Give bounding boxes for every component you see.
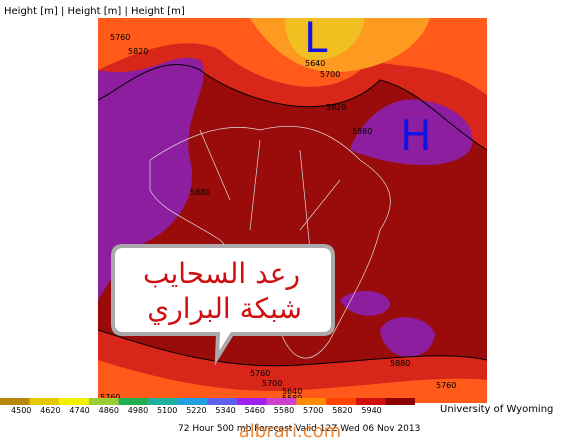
colorbar-label: 4740	[69, 406, 89, 415]
colorbar-label: 5580	[274, 406, 294, 415]
contour-label: 5640	[282, 387, 302, 396]
contour-label: 5760	[100, 393, 120, 402]
colorbar-label: 5340	[215, 406, 235, 415]
colorbar-label: 5460	[245, 406, 265, 415]
header-title: Height [m] | Height [m] | Height [m]	[4, 6, 185, 17]
footer: 72 Hour 500 mb Forecast Valid 12Z Wed 06…	[178, 424, 420, 434]
contour-label: 5880	[190, 188, 210, 197]
contour-label: 5820	[326, 103, 346, 112]
colorbar-label: 4860	[99, 406, 119, 415]
colorbar: 4500 4620 4740 4860 4980 5100 5220 5340 5460 5580…	[0, 398, 415, 415]
colorbar-segment	[385, 398, 415, 405]
colorbar-segment	[207, 398, 238, 405]
colorbar-label: 4980	[128, 406, 148, 415]
colorbar-segment	[296, 398, 327, 405]
contour-label: 5640	[305, 59, 325, 68]
colorbar-label: 4620	[40, 406, 60, 415]
colorbar-label: 5220	[186, 406, 206, 415]
contour-label: 5820	[128, 47, 148, 56]
contour-label: 5880	[352, 127, 372, 136]
callout-line: شبكة البراري	[147, 292, 302, 325]
contour-label: 5700	[262, 379, 282, 388]
contour-label: 5760	[250, 369, 270, 378]
high-marker: H	[400, 111, 432, 160]
colorbar-segment	[88, 398, 119, 405]
colorbar-segment	[266, 398, 297, 405]
callout-line: رعد السحايب	[143, 257, 300, 290]
colorbar-label: 4500	[11, 406, 31, 415]
watermark: albrari.com	[239, 421, 341, 438]
colorbar-segment	[29, 398, 60, 405]
colorbar-segment	[326, 398, 356, 405]
colorbar-segment	[148, 398, 178, 405]
contour-label: 5760	[110, 33, 130, 42]
colorbar-label: 5100	[157, 406, 177, 415]
colorbar-segment	[0, 398, 30, 405]
colorbar-segment	[118, 398, 149, 405]
contour-label: 5760	[436, 381, 456, 390]
colorbar-segment	[237, 398, 267, 405]
credit: University of Wyoming	[440, 404, 553, 415]
colorbar-label: 5820	[332, 406, 352, 415]
colorbar-segment	[59, 398, 89, 405]
map: L H 5760 5820 5640 5700 5820 5880 5880 5…	[97, 13, 488, 403]
colorbar-segment	[177, 398, 208, 405]
callout: رعد السحايب شبكة البراري	[111, 244, 335, 366]
low-marker: L	[304, 13, 328, 62]
contour-label: 5880	[390, 359, 410, 368]
colorbar-label: 5940	[361, 406, 381, 415]
contour-label: 5700	[320, 70, 340, 79]
colorbar-segment	[355, 398, 386, 405]
colorbar-label: 5700	[303, 406, 323, 415]
